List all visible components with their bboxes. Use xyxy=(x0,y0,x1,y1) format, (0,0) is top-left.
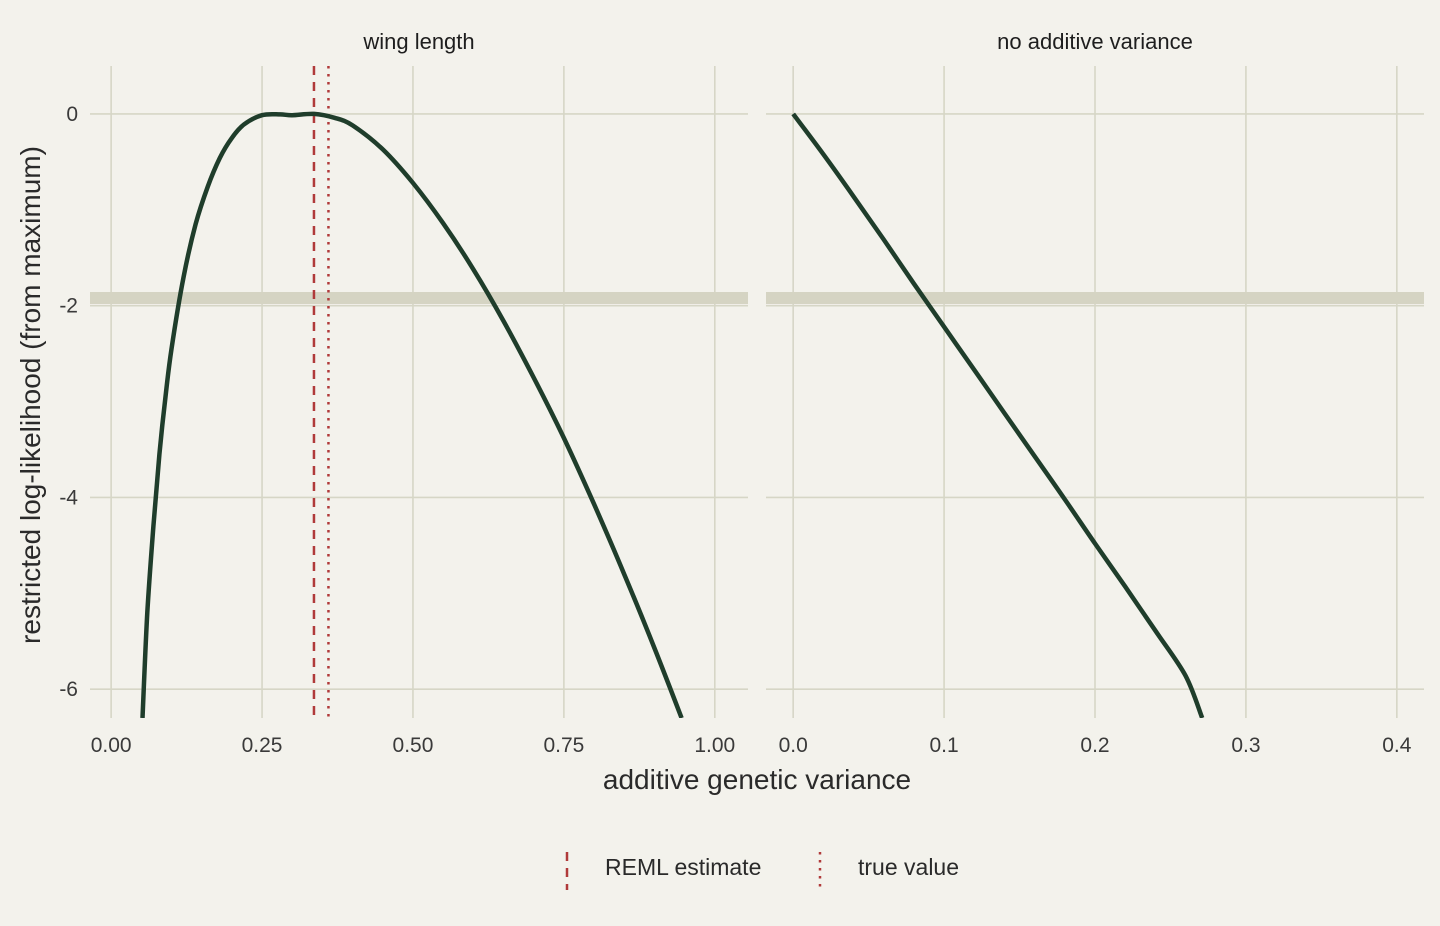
panel-2: no additive variance 0.0 0.1 0.2 0.3 0.4 xyxy=(766,29,1424,757)
x-tick-label: 0.0 xyxy=(779,734,808,757)
x-tick-label: 1.00 xyxy=(694,734,735,757)
legend: REML estimate true value xyxy=(565,852,959,890)
x-tick-label: 0.25 xyxy=(242,734,283,757)
likelihood-curve xyxy=(140,111,684,718)
legend-label-reml-estimate: REML estimate xyxy=(605,854,761,880)
y-tick-label: -2 xyxy=(59,295,78,318)
likelihood-curve xyxy=(791,112,1205,718)
y-tick-label: -6 xyxy=(59,678,78,701)
x-tick-label: 0.3 xyxy=(1231,734,1260,757)
x-tick-label: 0.00 xyxy=(91,734,132,757)
x-tick-label: 0.1 xyxy=(929,734,958,757)
x-tick-label: 0.50 xyxy=(393,734,434,757)
x-tick-label: 0.75 xyxy=(543,734,584,757)
y-tick-label: 0 xyxy=(66,103,78,126)
legend-label-true-value: true value xyxy=(858,854,959,880)
y-axis-title: restricted log-likelihood (from maximum) xyxy=(15,146,46,644)
panel-title: wing length xyxy=(362,29,474,54)
x-tick-label: 0.2 xyxy=(1080,734,1109,757)
x-axis-title: additive genetic variance xyxy=(603,764,911,795)
panel-title: no additive variance xyxy=(997,29,1193,54)
y-tick-label: -4 xyxy=(59,486,78,509)
x-tick-label: 0.4 xyxy=(1382,734,1412,757)
panel-1: wing length 0.00 0.25 0.50 0.75 1.00 xyxy=(90,29,748,757)
